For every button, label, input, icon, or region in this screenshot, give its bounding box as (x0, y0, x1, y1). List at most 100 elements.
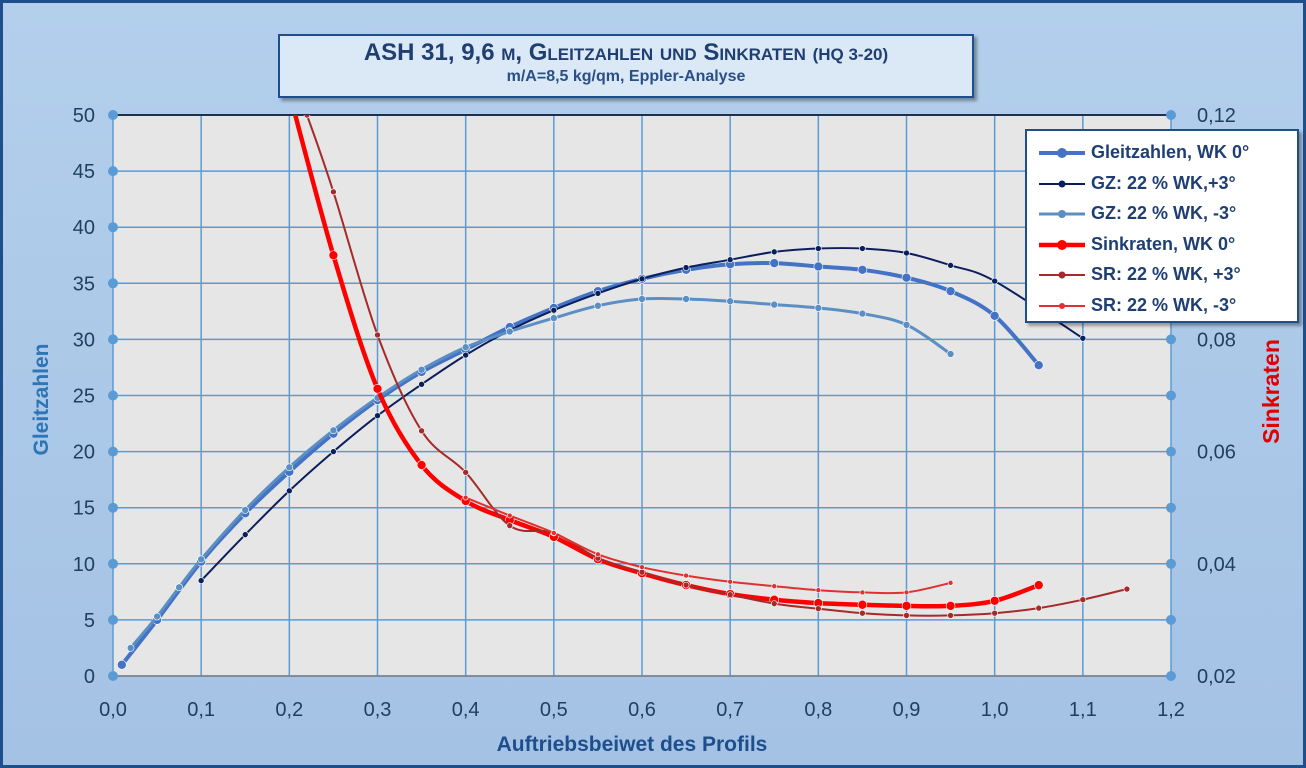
y2-axis-title: Sinkraten (1258, 339, 1284, 444)
legend-label: Sinkraten, WK 0° (1091, 233, 1236, 254)
gz-wk-plus3-point (726, 256, 734, 264)
sr-wk-minus3-line (465, 496, 951, 595)
legend-item-gz-wk-minus3: GZ: 22 % WK, -3° (1027, 198, 1297, 228)
gz-wk-minus3-point (329, 426, 338, 435)
gz-wk-minus3-point (241, 506, 250, 514)
legend-label: SR: 22 % WK, +3° (1091, 264, 1241, 284)
y-tick-label: 15 (73, 498, 95, 520)
gleitzahlen-wk0-point (117, 659, 127, 670)
legend-swatch-marker (1057, 239, 1067, 250)
sr-wk-minus3-point (551, 530, 557, 536)
x-axis-title: Auftriebsbeiwet des Profils (497, 733, 768, 756)
chart-canvas: 0,0 0,1 0,2 0,3 0,4 0,5 0,6 0,7 0,8 0,9 1,0 1,1 1,2 0… (30, 105, 1284, 756)
legend-swatch (1039, 271, 1085, 279)
x-tick-label: 1,2 (1157, 699, 1185, 721)
gz-wk-minus3-point (505, 327, 514, 336)
sinkraten-wk0-point (416, 460, 427, 470)
gz-wk-plus3-point (197, 577, 205, 584)
y-tick-label: 10 (73, 554, 95, 576)
chart-subtitle: m/A=8,5 kg/qm, Eppler-Analyse (506, 68, 746, 85)
x-tick-label: 0,9 (893, 699, 921, 721)
legend-swatch-marker (1058, 180, 1066, 187)
gz-wk-minus3-point (594, 301, 602, 310)
left-tick-dot (108, 671, 118, 681)
legend-swatch (1039, 210, 1085, 218)
sinkraten-wk0-point (857, 599, 868, 610)
legend-item-gz-wk-plus3: GZ: 22 % WK,+3° (1027, 168, 1297, 198)
left-tick-dot (108, 558, 118, 569)
gz-wk-plus3-point (682, 264, 690, 271)
legend-swatch (1039, 148, 1085, 158)
legend-swatch-marker (1058, 210, 1066, 218)
legend-label: GZ: 22 % WK,+3° (1091, 172, 1236, 193)
gz-wk-plus3-point (903, 249, 910, 257)
sr-wk-minus3-point (947, 580, 954, 586)
sr-wk-plus3-point (859, 609, 866, 617)
gz-wk-minus3-point (550, 314, 558, 322)
gleitzahlen-wk0-point (901, 272, 912, 283)
sr-wk-minus3-point (815, 587, 822, 593)
gz-wk-minus3-point (153, 612, 161, 621)
y-tick-label: 20 (73, 442, 95, 464)
legend-label: GZ: 22 % WK, -3° (1091, 203, 1237, 223)
legend-item-sinkraten-wk0: Sinkraten, WK 0° (1027, 229, 1297, 259)
gz-wk-minus3-point (946, 350, 955, 358)
sr-wk-minus3-point (727, 578, 733, 585)
y2-tick-label: 0,06 (1197, 442, 1236, 464)
left-tick-dot (108, 390, 118, 401)
gz-wk-minus3-point (417, 365, 426, 374)
sr-wk-plus3-point (770, 600, 778, 607)
gz-wk-plus3-point (286, 487, 293, 495)
y2-tick-label: 0,02 (1197, 666, 1236, 688)
gz-wk-minus3-point (285, 463, 294, 472)
x-tick-label: 1,1 (1069, 699, 1097, 721)
left-tick-dot (108, 334, 118, 345)
gz-wk-minus3-point (814, 304, 823, 312)
sr-wk-plus3-point (1035, 604, 1043, 612)
legend-item-sr-wk-minus3: SR: 22 % WK, -3° (1027, 290, 1297, 320)
sinkraten-wk0-point (989, 596, 1000, 606)
y-axis-title: Gleitzahlen (30, 343, 53, 455)
left-tick-dot (108, 502, 118, 513)
gz-wk-minus3-point (858, 309, 867, 318)
sr-wk-plus3-point (682, 581, 690, 589)
gz-wk-plus3-point (947, 262, 954, 269)
x-tick-label: 0,0 (99, 699, 127, 721)
sr-wk-plus3-point (374, 331, 381, 339)
y-tick-label: 0 (84, 666, 95, 688)
gz-wk-minus3-point (126, 644, 135, 652)
sinkraten-wk0-point (328, 250, 339, 261)
gz-wk-plus3-point (550, 306, 558, 314)
x-tick-label: 1,0 (981, 699, 1009, 721)
gz-wk-plus3-point (330, 448, 337, 455)
right-tick-dot (1166, 390, 1176, 401)
x-tick-label: 0,3 (364, 699, 392, 721)
sr-wk-minus3-point (595, 551, 601, 558)
x-tick-label: 0,8 (804, 699, 832, 721)
left-tick-dot (108, 110, 118, 120)
sr-wk-plus3-point (506, 522, 514, 529)
y-tick-label: 45 (73, 161, 95, 183)
y-tick-label: 30 (73, 329, 95, 351)
gz-wk-minus3-point (726, 297, 734, 306)
gz-wk-plus3-point (241, 531, 249, 538)
x-tick-label: 0,1 (187, 699, 215, 721)
x-tick-label: 0,6 (628, 699, 656, 721)
gz-wk-plus3-point (594, 290, 602, 297)
legend-swatch (1039, 180, 1085, 187)
sr-wk-plus3-point (815, 605, 822, 612)
x-tick-label: 0,2 (275, 699, 303, 721)
right-tick-dot (1166, 502, 1176, 513)
sr-wk-minus3-point (506, 512, 513, 519)
y-tick-label: 50 (73, 105, 95, 127)
gz-wk-minus3-point (682, 295, 690, 303)
gleitzahlen-wk0-point (1033, 360, 1044, 371)
legend-label: SR: 22 % WK, -3° (1091, 294, 1237, 315)
y2-tick-label: 0,08 (1197, 329, 1236, 351)
chart-legend: Gleitzahlen, WK 0° GZ: 22 % WK,+3° GZ: 22 … (1025, 129, 1299, 323)
gleitzahlen-wk0-point (769, 258, 780, 268)
sr-wk-plus3-point (418, 427, 425, 435)
gz-wk-minus3-point (197, 555, 205, 564)
gz-wk-plus3-point (1079, 334, 1087, 342)
